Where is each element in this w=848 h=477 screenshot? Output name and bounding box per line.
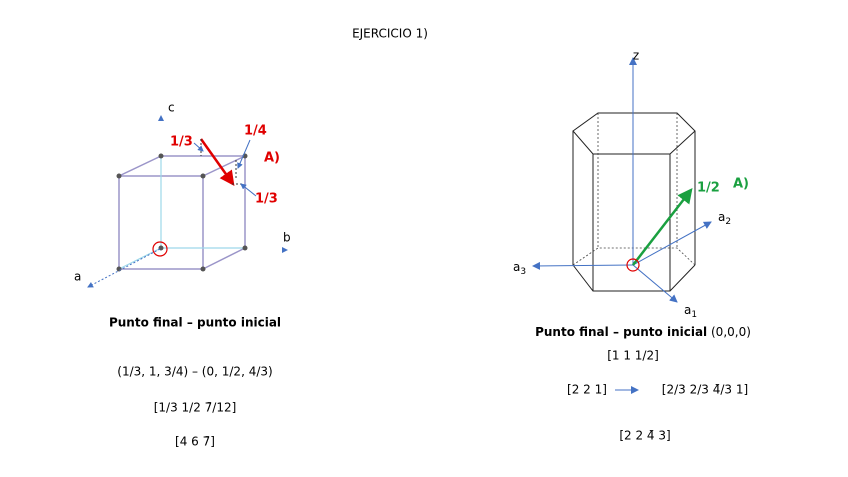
fraction-label: 1/2 [697,181,720,196]
axis-label: a2 [718,210,731,227]
equation: (1/3, 1, 3/4) – (0, 1/2, 4/3) [117,365,272,379]
cube-diagram: c b a 1/3 1/4 A) 1/3 [74,101,291,288]
axis-label: a3 [513,260,526,277]
heading: Punto final – punto inicial [109,316,281,330]
fraction-label: 1/3 [170,135,193,150]
equation: [1/3 1/2 7̄/12] [154,401,237,415]
vector-label: A) [264,151,280,166]
equation: [2 2 4̄ 3] [619,429,670,443]
vector-label: A) [733,177,749,192]
title: EJERCICIO 1) [352,27,428,41]
heading: Punto final – punto inicial (0,0,0) [535,325,751,339]
hex-prism-diagram: z 1/2 A) a2 a3 a1 [513,49,749,320]
axis-label: a [74,270,81,284]
fraction-label: 1/3 [255,192,278,207]
axis-label: b [283,231,291,245]
axis-label: c [168,101,175,115]
equation: [2/3 2/3 4̄/3 1] [662,383,748,397]
equation: [4 6 7̄] [175,435,215,449]
equation: [2 2 1] [567,383,607,397]
equation: [1 1 1/2] [607,349,659,363]
fraction-label: 1/4 [244,124,267,139]
axis-label: a1 [684,303,697,320]
axis-label: z [633,49,639,63]
